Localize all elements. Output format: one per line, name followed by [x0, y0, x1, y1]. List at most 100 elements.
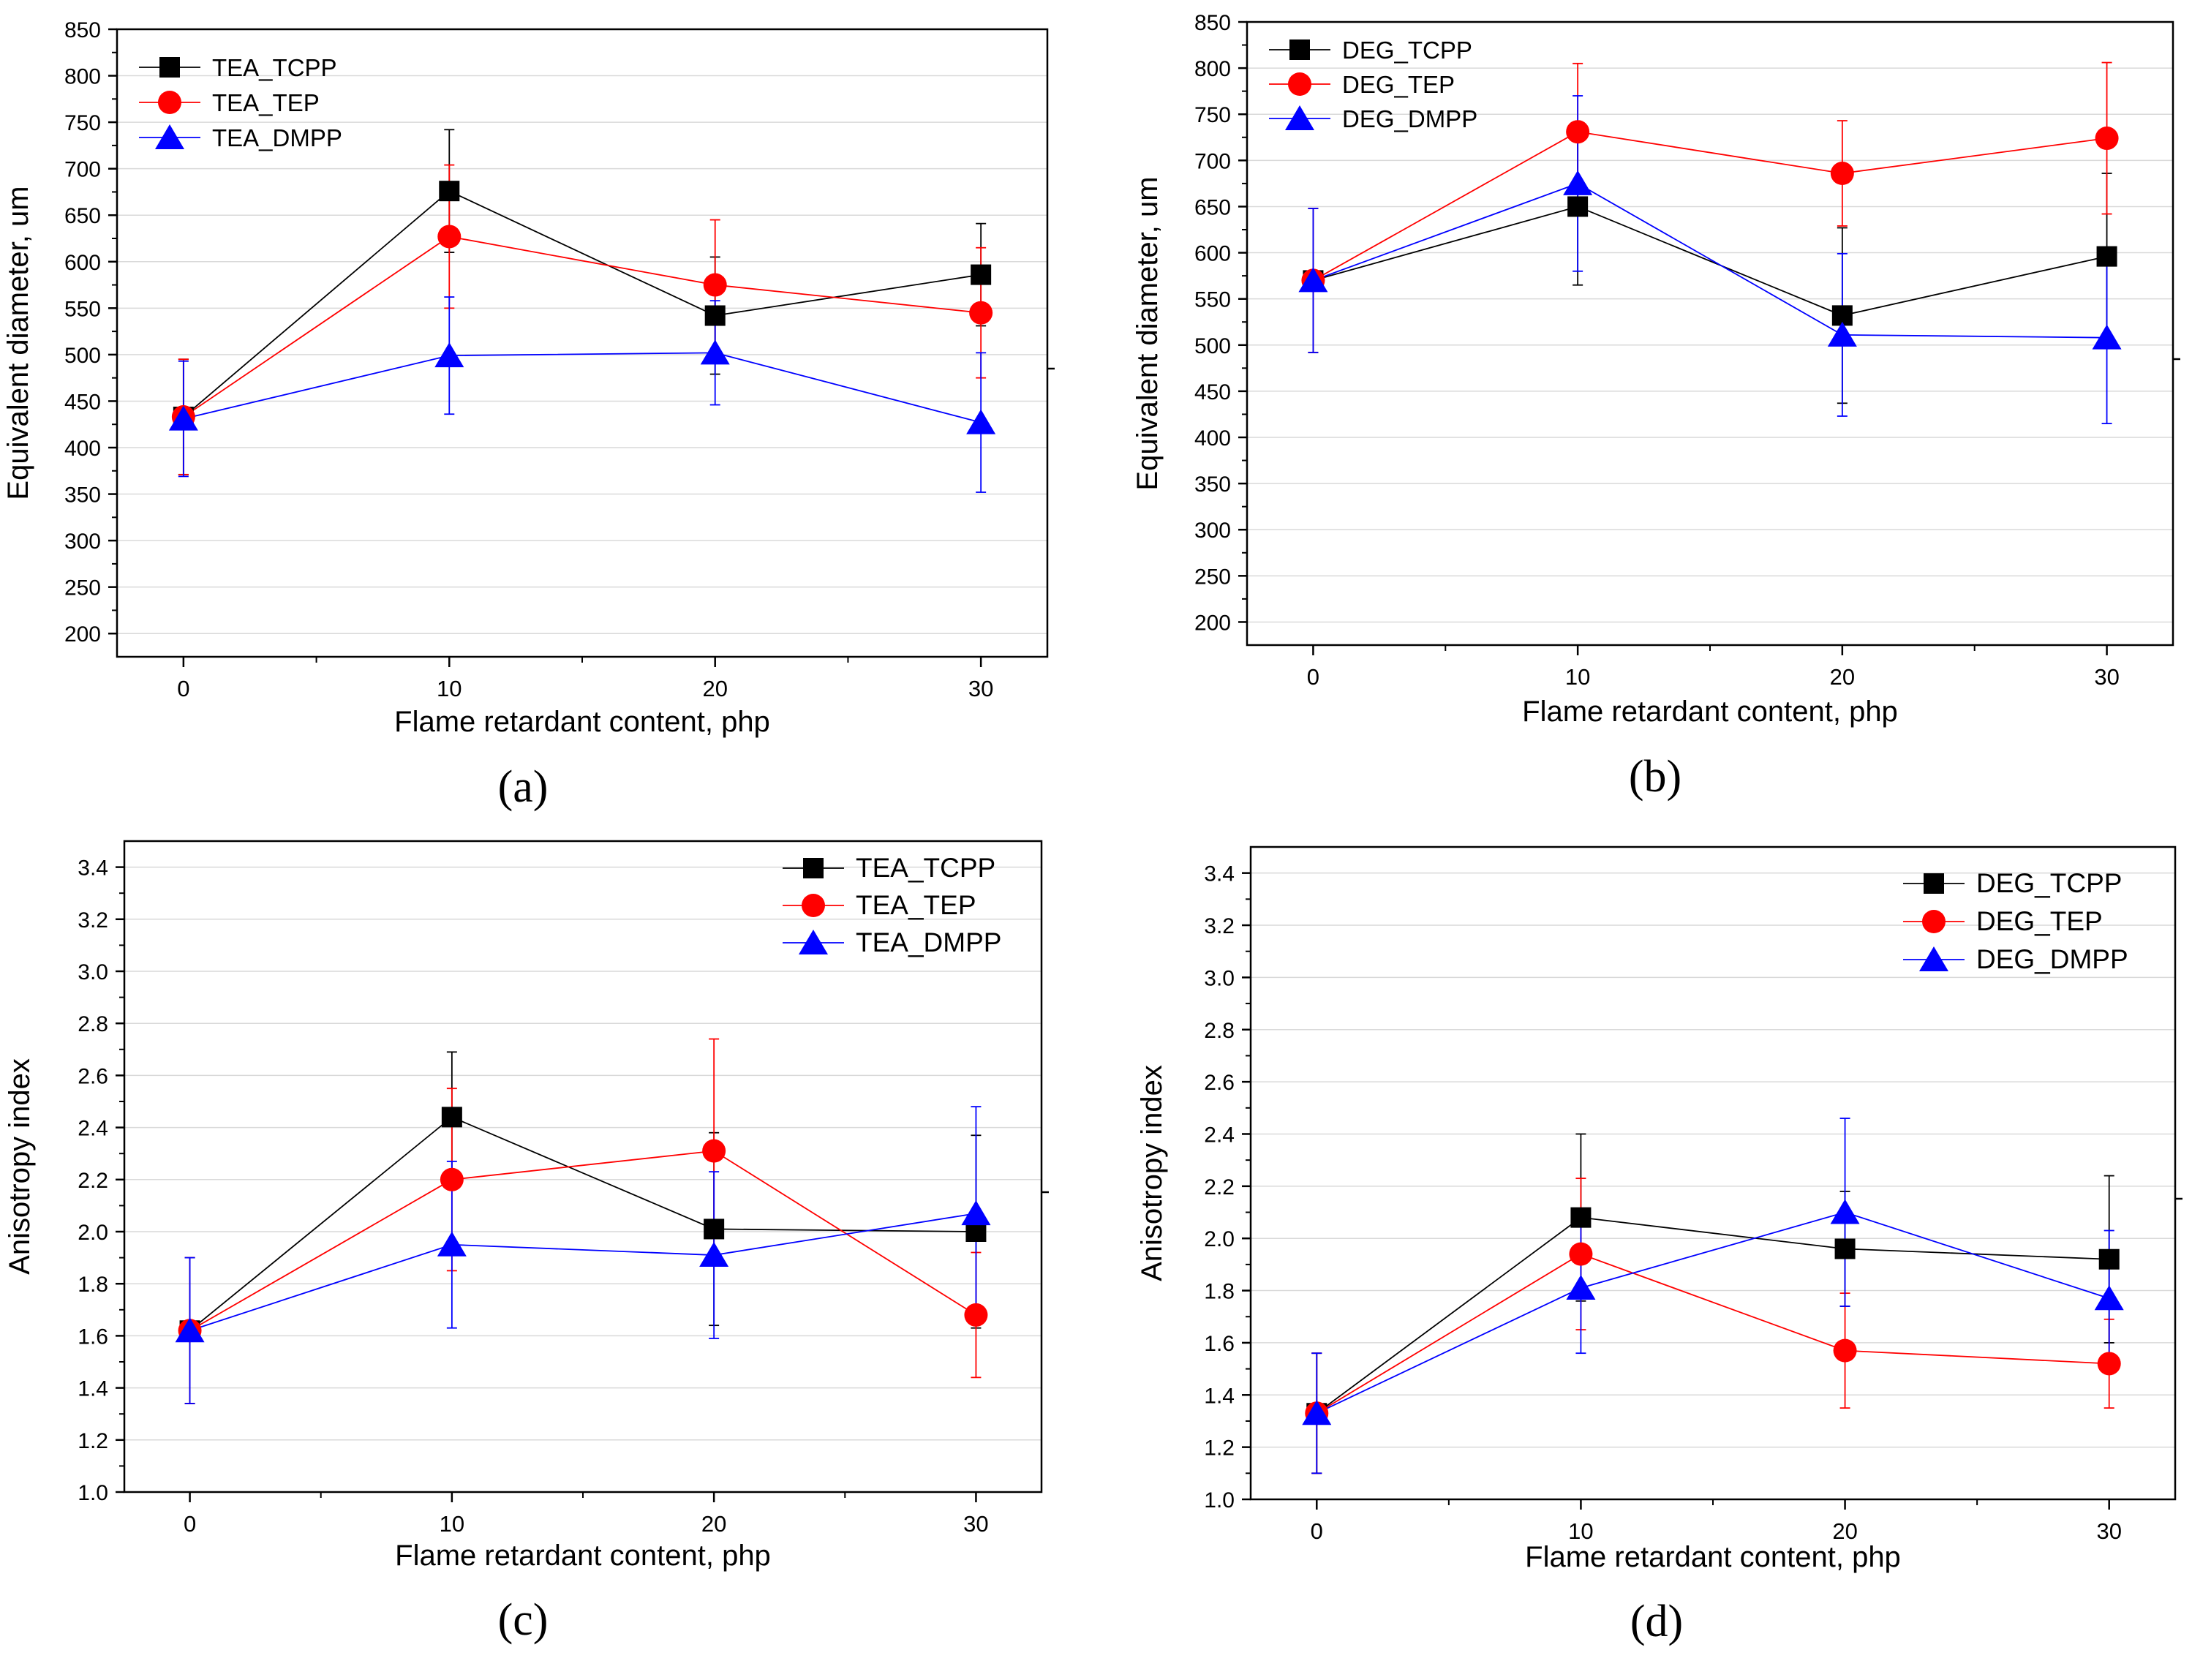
legend-marker	[1289, 39, 1310, 60]
y-tick-label: 700	[64, 158, 101, 182]
y-tick-label: 450	[1194, 380, 1231, 404]
series-line	[184, 353, 981, 422]
series-TEA_TEP	[185, 1039, 982, 1404]
y-tick-label: 750	[1194, 103, 1231, 127]
series-TEA_TEP	[178, 165, 986, 475]
y-tick-label: 600	[1194, 242, 1231, 266]
x-tick-label: 10	[1565, 664, 1590, 690]
legend-label: TEA_DMPP	[856, 927, 1001, 957]
data-point	[705, 306, 726, 326]
series-line	[1317, 1213, 2109, 1414]
y-tick-label: 550	[1194, 288, 1231, 312]
x-axis-label: Flame retardant content, php	[395, 1540, 771, 1572]
y-tick-label: 250	[1194, 565, 1231, 589]
legend-marker	[159, 57, 180, 78]
data-point	[1567, 196, 1588, 216]
chart-panel-b: 2002503003504004505005506006507007508008…	[1131, 11, 2180, 802]
legend-label: DEG_TCPP	[1342, 37, 1472, 64]
x-axis-label: Flame retardant content, php	[1522, 696, 1898, 728]
y-tick-label: 3.0	[1204, 966, 1235, 990]
y-axis-label: Anisotropy index	[1136, 1065, 1168, 1281]
y-tick-label: 1.2	[78, 1429, 108, 1453]
data-point	[437, 1232, 467, 1257]
legend-label: DEG_TEP	[1342, 71, 1455, 98]
legend-marker	[802, 894, 825, 917]
panel-caption: (b)	[1629, 752, 1681, 802]
series-line	[1317, 1254, 2109, 1414]
series-line	[1317, 1218, 2109, 1414]
y-tick-label: 500	[1194, 334, 1231, 358]
series-DEG_TCPP	[1311, 1134, 2114, 1473]
y-tick-label: 1.0	[78, 1481, 108, 1505]
panel-caption: (c)	[498, 1595, 549, 1645]
y-tick-label: 450	[64, 390, 101, 414]
y-tick-label: 1.6	[1204, 1332, 1235, 1356]
data-point	[439, 181, 459, 201]
y-tick-label: 1.4	[1204, 1384, 1235, 1408]
y-tick-label: 400	[1194, 426, 1231, 451]
figure-svg: 2002503003504004505005506006507007508008…	[0, 0, 2192, 1676]
legend-marker	[1285, 105, 1314, 130]
y-tick-label: 1.2	[1204, 1436, 1235, 1461]
data-point	[1831, 162, 1854, 185]
y-tick-label: 1.0	[1204, 1488, 1235, 1513]
y-tick-label: 1.4	[78, 1377, 108, 1401]
data-point	[440, 1168, 464, 1191]
data-point	[1566, 1275, 1595, 1300]
legend-marker	[803, 858, 824, 878]
legend-label: TEA_TEP	[212, 89, 320, 116]
legend-marker	[158, 91, 181, 114]
y-tick-label: 2.8	[1204, 1019, 1235, 1043]
x-tick-label: 10	[437, 676, 462, 701]
legend-marker	[1919, 946, 1948, 971]
legend-marker	[1288, 72, 1311, 96]
figure-stage: 200 250 300 350 400 450 500 550 600 650 700 750 800 8…	[0, 0, 2192, 1676]
y-tick-label: 3.4	[78, 856, 108, 881]
panel-caption: (a)	[498, 762, 549, 812]
x-axis-label: Flame retardant content, php	[1525, 1541, 1901, 1573]
panel-caption: (d)	[1630, 1597, 1683, 1646]
data-point	[971, 265, 991, 285]
data-point	[442, 1107, 462, 1127]
y-tick-label: 350	[64, 483, 101, 508]
y-tick-label: 550	[64, 297, 101, 321]
data-point	[704, 274, 727, 297]
legend-label: TEA_DMPP	[212, 124, 342, 151]
y-tick-label: 400	[64, 437, 101, 461]
series-DEG_TCPP	[1308, 128, 2112, 403]
data-point	[704, 1218, 724, 1239]
legend-marker	[1924, 873, 1944, 894]
y-tick-label: 800	[64, 65, 101, 89]
x-tick-label: 0	[1307, 664, 1319, 690]
x-tick-label: 30	[2096, 1518, 2121, 1544]
y-tick-label: 1.8	[78, 1273, 108, 1297]
data-point	[437, 225, 461, 248]
y-tick-label: 3.2	[78, 908, 108, 933]
y-tick-label: 3.2	[1204, 914, 1235, 938]
y-tick-label: 2.4	[1204, 1123, 1235, 1147]
y-tick-label: 2.6	[78, 1064, 108, 1088]
data-point	[961, 1200, 990, 1225]
legend: TEA_TCPP TEA_TEP TEA_DMPP	[783, 853, 1001, 957]
series-line	[184, 191, 981, 417]
data-point	[2099, 1249, 2120, 1270]
y-tick-label: 350	[1194, 472, 1231, 497]
y-tick-label: 600	[64, 251, 101, 275]
y-tick-label: 850	[1194, 11, 1231, 35]
y-tick-label: 750	[64, 111, 101, 135]
data-point	[964, 1303, 987, 1327]
x-tick-label: 10	[1568, 1518, 1593, 1544]
legend: TEA_TCPP TEA_TEP TEA_DMPP	[139, 54, 342, 151]
x-axis-label: Flame retardant content, php	[394, 706, 770, 738]
data-point	[1831, 1199, 1860, 1224]
x-tick-label: 30	[968, 676, 993, 701]
legend-label: DEG_DMPP	[1342, 105, 1477, 132]
y-tick-label: 200	[1194, 611, 1231, 635]
y-tick-label: 2.0	[78, 1221, 108, 1245]
data-point	[702, 1140, 726, 1163]
legend-label: TEA_TEP	[856, 890, 976, 920]
legend-marker	[799, 930, 828, 954]
y-tick-label: 650	[64, 204, 101, 228]
y-tick-label: 200	[64, 622, 101, 647]
series-TEA_DMPP	[178, 297, 986, 492]
